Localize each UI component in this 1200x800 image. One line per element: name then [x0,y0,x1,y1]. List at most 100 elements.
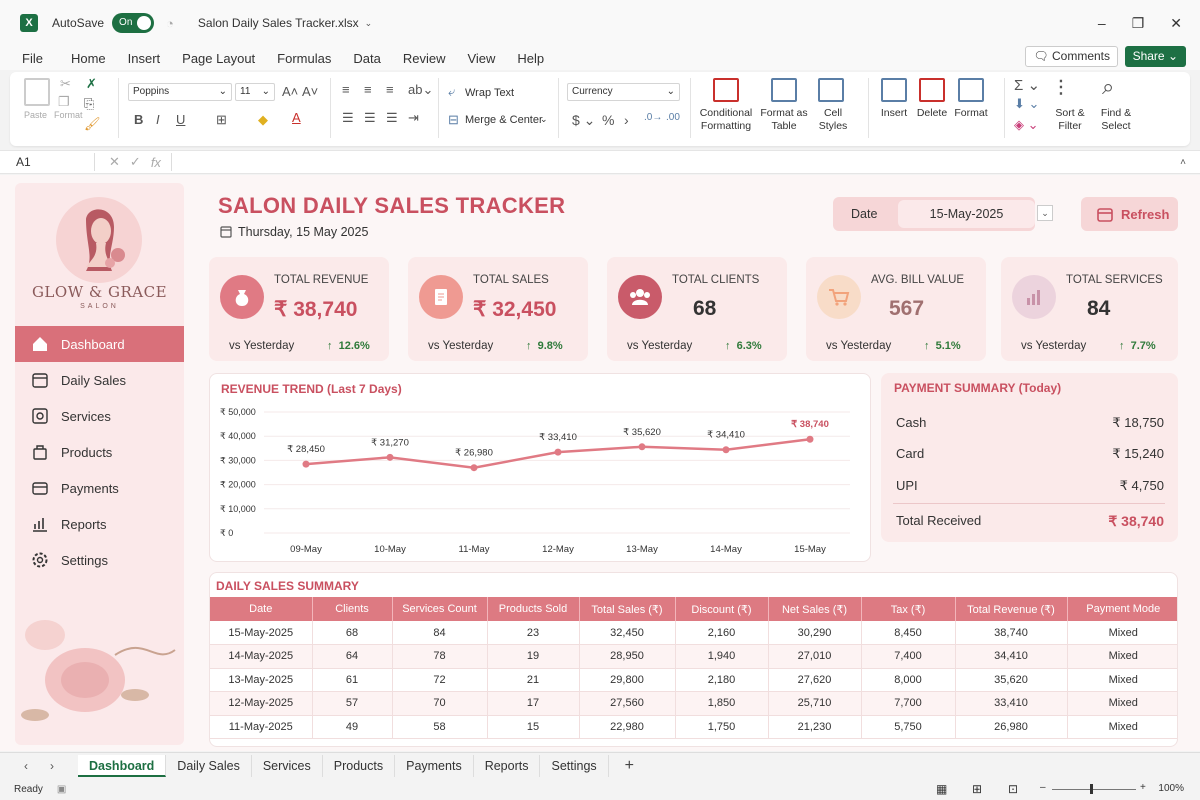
align-center-icon[interactable]: ☰ [364,110,376,125]
nav-dashboard[interactable]: Dashboard [15,326,184,362]
table-cell[interactable]: 27,010 [768,644,862,669]
add-sheet-icon[interactable]: + [624,756,634,774]
table-cell[interactable]: 64 [312,644,393,669]
sort-filter-icon[interactable]: ⫶ [1058,76,1064,101]
table-cell[interactable]: 11-May-2025 [210,715,313,739]
table-cell[interactable]: 7,400 [861,644,956,669]
increase-font-icon[interactable]: A˄ [282,84,299,99]
menu-view[interactable]: View [467,50,496,66]
merge-center-button[interactable]: Merge & Center [465,114,543,126]
menu-formulas[interactable]: Formulas [277,50,332,66]
table-cell[interactable]: 1,850 [675,691,769,716]
zoom-out-icon[interactable]: – [1040,782,1046,793]
number-format-select[interactable]: Currency ⌄ [567,83,680,101]
decrease-decimal-icon[interactable]: .00 [666,112,680,123]
zoom-slider-handle[interactable] [1090,784,1093,794]
col-header[interactable]: Tax (₹) [861,597,956,621]
tab-dashboard[interactable]: Dashboard [78,754,167,777]
nav-services[interactable]: Services [15,398,184,434]
table-cell[interactable]: 58 [392,715,488,739]
table-cell[interactable]: 29,800 [579,668,676,692]
table-cell[interactable]: 72 [392,668,488,692]
table-cell[interactable]: 8,450 [861,621,956,645]
comments-button[interactable]: 🗨 Comments [1025,46,1118,67]
accessibility-icon[interactable]: ▣ [56,784,67,795]
table-cell[interactable]: 30,290 [768,621,862,645]
autosave-toggle[interactable]: On [112,13,155,33]
refresh-button[interactable]: Refresh [1081,197,1178,231]
menu-page-layout[interactable]: Page Layout [182,50,256,66]
wrap-text-button[interactable]: Wrap Text [465,87,515,99]
clear-icon[interactable]: ◈ ⌄ [1014,117,1039,132]
cancel-icon[interactable]: ✕ [109,154,120,169]
merge-center-icon[interactable]: ⊟ [448,112,459,127]
nav-products[interactable]: Products [15,434,184,470]
table-cell[interactable]: 22,980 [579,715,676,739]
table-cell[interactable]: 1,940 [675,644,769,669]
nav-daily-sales[interactable]: Daily Sales [15,362,184,398]
format-painter-icon[interactable]: 🖌 [84,116,101,131]
maximize-icon[interactable]: ❐ [1131,14,1145,31]
table-cell[interactable]: 21,230 [768,715,862,739]
collapse-ribbon-icon[interactable]: ˄ [1180,156,1186,168]
table-cell[interactable]: Mixed [1067,691,1177,716]
zoom-slider[interactable] [1052,789,1136,790]
decrease-font-icon[interactable]: A˅ [302,84,319,99]
table-cell[interactable]: 23 [487,621,580,645]
name-box[interactable]: A1 [10,153,95,171]
cell-styles-button[interactable]: Cell Styles [818,107,848,132]
table-cell[interactable]: 32,450 [579,621,676,645]
date-dropdown-icon[interactable]: ⌄ [1037,205,1053,221]
chevron-down-icon[interactable]: ⌄ [364,17,373,28]
underline-icon[interactable]: U [176,112,186,127]
table-cell[interactable]: 14-May-2025 [210,644,313,669]
align-left-icon[interactable]: ☰ [342,110,354,125]
menu-help[interactable]: Help [517,50,545,66]
insert-cells-icon[interactable] [881,78,907,102]
menu-home[interactable]: Home [70,50,106,66]
table-cell[interactable]: 7,700 [861,691,956,716]
zoom-level[interactable]: 100% [1158,783,1184,794]
delete-cells-button[interactable]: Delete [916,107,948,119]
save-icon[interactable]: ◔ [166,15,174,31]
autosum-icon[interactable]: Σ ⌄ [1014,77,1041,94]
find-select-icon[interactable]: ⌕ [1102,74,1115,99]
delete-cells-icon[interactable] [919,78,945,102]
fill-color-icon[interactable]: ◆ [258,112,268,127]
nav-reports[interactable]: Reports [15,506,184,542]
table-cell[interactable]: 1,750 [675,715,769,739]
table-cell[interactable]: Mixed [1067,668,1177,692]
nav-settings[interactable]: Settings [15,542,184,578]
comma-icon[interactable]: › [624,112,629,128]
enter-icon[interactable]: ✓ [129,154,141,169]
table-cell[interactable]: 19 [487,644,580,669]
conditional-formatting-icon[interactable] [713,78,739,102]
menu-review[interactable]: Review [402,50,446,66]
table-cell[interactable]: 21 [487,668,580,692]
fx-icon[interactable]: fx [150,154,161,170]
indent-icon[interactable]: ⇥ [408,110,419,125]
sort-filter-button[interactable]: Sort & Filter [1055,107,1085,132]
page-layout-view-icon[interactable]: ⊞ [972,782,983,796]
table-cell[interactable]: Mixed [1067,621,1177,645]
table-cell[interactable]: 25,710 [768,691,862,716]
merge-dropdown-icon[interactable]: ⌄ [540,114,548,124]
fill-icon[interactable]: ⬇ ⌄ [1014,96,1040,111]
page-break-view-icon[interactable]: ⊡ [1008,782,1019,796]
tab-reports[interactable]: Reports [474,754,541,777]
increase-decimal-icon[interactable]: .0→ [644,112,663,123]
table-cell[interactable]: 70 [392,691,488,716]
table-cell[interactable]: 12-May-2025 [210,691,313,716]
zoom-in-icon[interactable]: + [1140,782,1146,793]
nav-payments[interactable]: Payments [15,470,184,506]
table-cell[interactable]: 17 [487,691,580,716]
format-cells-icon[interactable] [958,78,984,102]
col-header[interactable]: Discount (₹) [675,597,769,621]
formula-input[interactable] [170,153,1180,171]
table-cell[interactable]: 15 [487,715,580,739]
borders-icon[interactable]: ⊞ [216,112,227,127]
tab-prev-icon[interactable]: ‹ [24,758,28,773]
table-cell[interactable]: 84 [392,621,488,645]
table-cell[interactable]: 2,180 [675,668,769,692]
col-header[interactable]: Net Sales (₹) [768,597,862,621]
